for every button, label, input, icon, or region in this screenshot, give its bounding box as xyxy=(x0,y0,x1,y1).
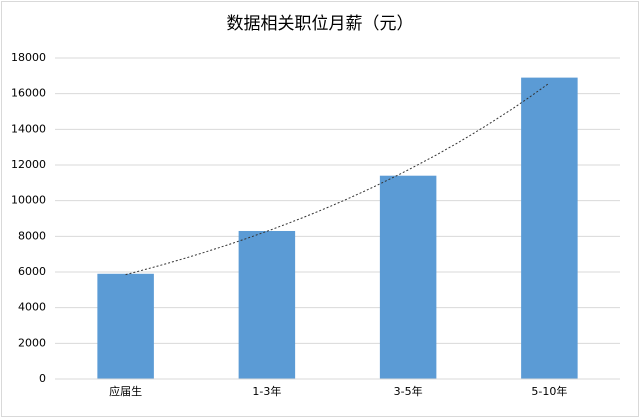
y-tick-label: 6000 xyxy=(18,265,46,278)
x-tick-label: 5-10年 xyxy=(531,384,567,398)
y-tick-label: 14000 xyxy=(11,122,46,135)
bar xyxy=(97,273,154,379)
bar xyxy=(238,230,296,379)
trendline xyxy=(125,82,550,276)
y-tick-label: 2000 xyxy=(18,336,46,349)
bar xyxy=(379,175,437,379)
y-tick-label: 18000 xyxy=(11,51,46,64)
y-tick-label: 16000 xyxy=(11,87,46,100)
y-tick-label: 12000 xyxy=(11,158,46,171)
chart-title: 数据相关职位月薪（元） xyxy=(227,14,414,34)
bar xyxy=(521,77,578,379)
y-tick-label: 8000 xyxy=(18,229,46,242)
y-tick-label: 4000 xyxy=(18,301,46,314)
x-tick-label: 1-3年 xyxy=(252,384,281,398)
y-tick-label: 10000 xyxy=(11,194,46,207)
x-tick-label: 应届生 xyxy=(109,384,142,398)
x-tick-label: 3-5年 xyxy=(394,384,423,398)
y-tick-label: 0 xyxy=(39,372,46,385)
